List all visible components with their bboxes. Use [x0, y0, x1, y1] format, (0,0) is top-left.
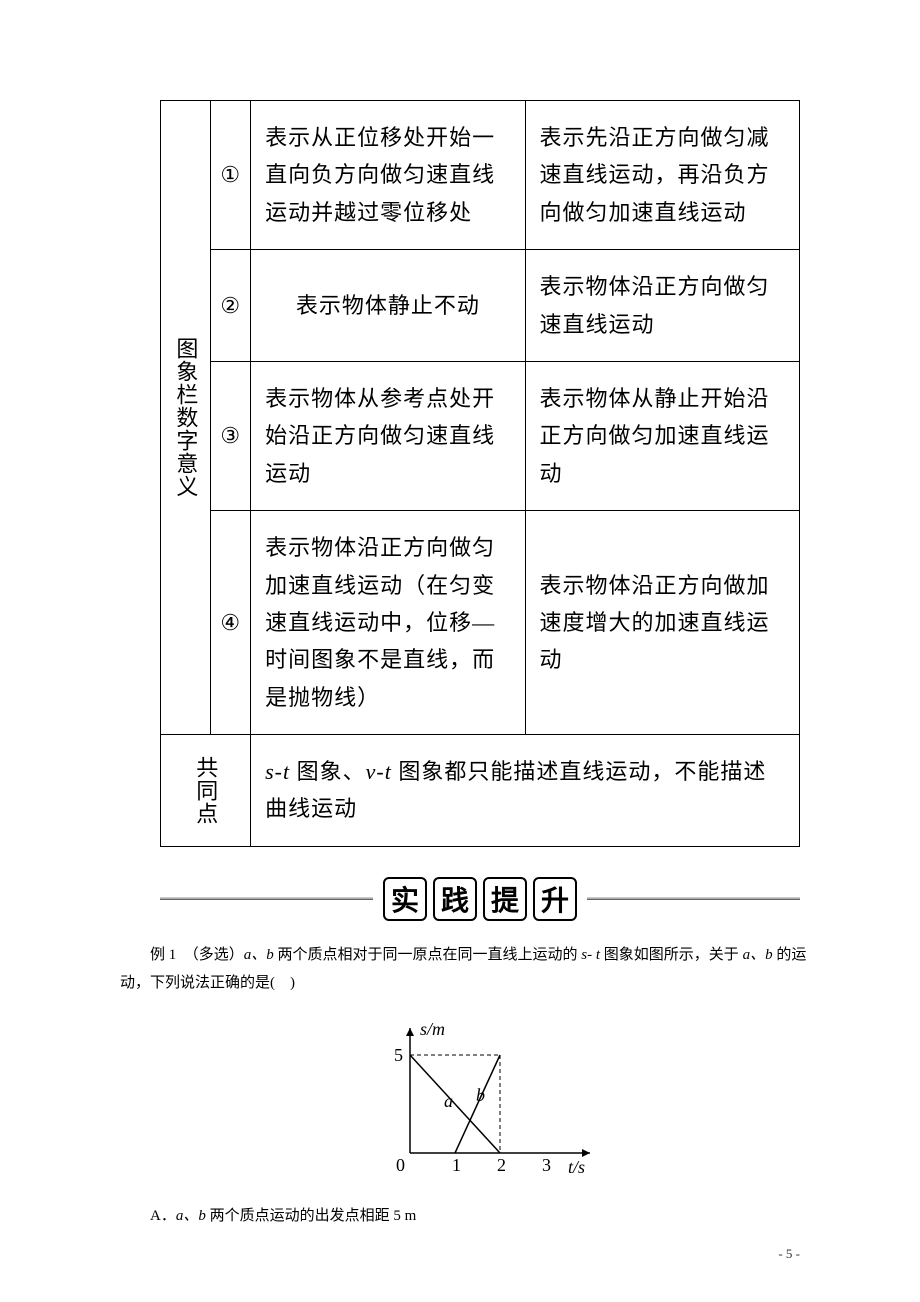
banner-char-1: 实	[383, 877, 427, 921]
banner-char-2: 践	[433, 877, 477, 921]
y-axis-label: s/m	[420, 1019, 445, 1039]
page-number: - 5 -	[778, 1246, 800, 1262]
row-num-1: ①	[211, 101, 251, 250]
banner-line-right	[587, 897, 800, 900]
cell-1-right: 表示先沿正方向做匀减速直线运动，再沿负方向做匀加速直线运动	[525, 101, 799, 250]
banner-char-4: 升	[533, 877, 577, 921]
cell-3-left: 表示物体从参考点处开始沿正方向做匀速直线运动	[251, 361, 525, 510]
cell-2-left: 表示物体静止不动	[251, 250, 525, 362]
x-axis-label: t/s	[568, 1157, 585, 1177]
example-text: 例 1 （多选）a、b 两个质点相对于同一原点在同一直线上运动的 s- t 图象…	[120, 941, 820, 998]
section-banner: 实 践 提 升	[160, 877, 800, 921]
svg-text:a: a	[444, 1091, 453, 1111]
bottom-text: s-t 图象、v-t 图象都只能描述直线运动，不能描述曲线运动	[251, 735, 800, 847]
svg-text:b: b	[476, 1085, 485, 1105]
row-num-4: ④	[211, 511, 251, 735]
cell-4-left: 表示物体沿正方向做匀加速直线运动（在匀变速直线运动中，位移—时间图象不是直线，而…	[251, 511, 525, 735]
graph-container: s/m t/s 0 1 2 3 5 a b	[160, 1013, 800, 1183]
svg-text:5: 5	[394, 1045, 403, 1065]
cell-2-right: 表示物体沿正方向做匀速直线运动	[525, 250, 799, 362]
bottom-label: 共同点	[161, 735, 251, 847]
row-num-3: ③	[211, 361, 251, 510]
banner-char-3: 提	[483, 877, 527, 921]
cell-4-right: 表示物体沿正方向做加速度增大的加速直线运动	[525, 511, 799, 735]
svg-text:1: 1	[452, 1155, 461, 1175]
row-header-meaning: 图象栏数字意义	[161, 101, 211, 735]
cell-3-right: 表示物体从静止开始沿正方向做匀加速直线运动	[525, 361, 799, 510]
svg-text:0: 0	[396, 1155, 405, 1175]
row-num-2: ②	[211, 250, 251, 362]
banner-chars: 实 践 提 升	[383, 877, 577, 921]
svg-text:2: 2	[497, 1155, 506, 1175]
cell-1-left: 表示从正位移处开始一直向负方向做匀速直线运动并越过零位移处	[251, 101, 525, 250]
svg-text:3: 3	[542, 1155, 551, 1175]
st-graph: s/m t/s 0 1 2 3 5 a b	[350, 1013, 610, 1183]
banner-line-left	[160, 897, 373, 900]
physics-table: 图象栏数字意义 ① 表示从正位移处开始一直向负方向做匀速直线运动并越过零位移处 …	[160, 100, 800, 847]
option-a: A．a、b 两个质点运动的出发点相距 5 m	[120, 1203, 820, 1230]
